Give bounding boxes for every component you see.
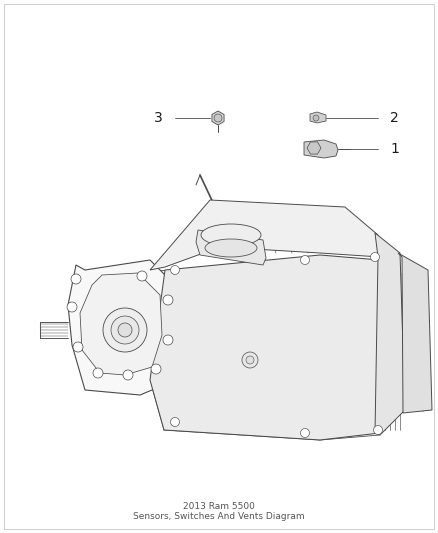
Circle shape [300,429,310,438]
Circle shape [246,356,254,364]
Circle shape [313,115,319,121]
Circle shape [214,114,222,122]
Polygon shape [150,200,380,270]
Polygon shape [196,230,266,265]
Text: 2: 2 [390,111,399,125]
Circle shape [93,368,103,378]
Text: 1: 1 [390,142,399,156]
Circle shape [242,352,258,368]
Polygon shape [212,111,224,125]
Circle shape [118,323,132,337]
Ellipse shape [201,224,261,246]
Polygon shape [307,142,321,154]
Circle shape [374,425,382,434]
Polygon shape [304,140,338,158]
Circle shape [137,271,147,281]
Circle shape [111,316,139,344]
Circle shape [170,417,180,426]
Circle shape [163,295,173,305]
Polygon shape [80,273,162,375]
Circle shape [73,342,83,352]
Circle shape [103,308,147,352]
Circle shape [371,253,379,262]
Polygon shape [398,253,432,413]
Circle shape [300,255,310,264]
Circle shape [151,364,161,374]
Text: 2013 Ram 5500: 2013 Ram 5500 [183,502,255,511]
Ellipse shape [205,239,257,257]
Polygon shape [375,233,405,435]
FancyBboxPatch shape [4,4,434,529]
Polygon shape [68,260,174,395]
Text: 3: 3 [154,111,163,125]
Polygon shape [310,112,326,123]
Circle shape [71,274,81,284]
Circle shape [123,370,133,380]
Circle shape [67,302,77,312]
Circle shape [163,335,173,345]
Text: Sensors, Switches And Vents Diagram: Sensors, Switches And Vents Diagram [133,512,305,521]
Polygon shape [150,255,380,440]
Circle shape [170,265,180,274]
